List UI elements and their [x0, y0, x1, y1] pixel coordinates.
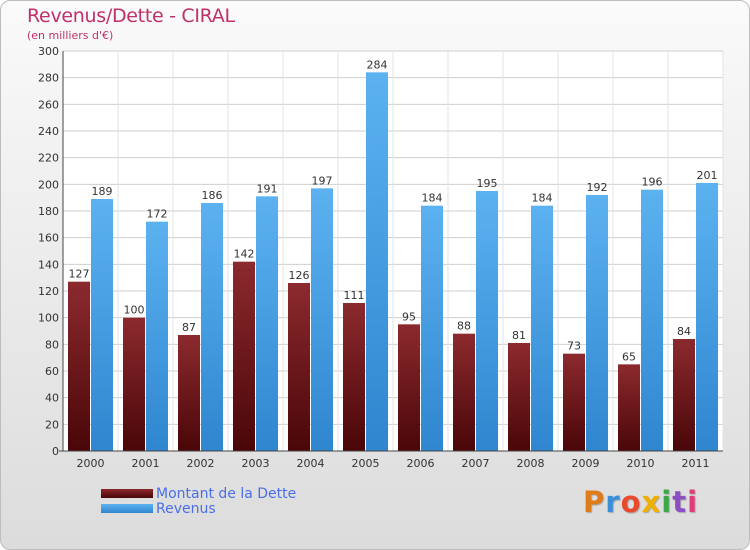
- bar-revenus: [311, 188, 333, 452]
- legend-label-revenus: Revenus: [156, 501, 216, 517]
- data-label-revenus: 172: [147, 208, 168, 221]
- bar-revenus: [641, 189, 663, 451]
- data-label-revenus: 191: [257, 182, 278, 195]
- logo-letter: i: [687, 485, 699, 519]
- x-tick-label: 2006: [407, 457, 435, 470]
- data-label-dette: 142: [234, 248, 255, 261]
- x-tick-label: 2011: [682, 457, 710, 470]
- bar-revenus: [476, 191, 498, 451]
- y-tick-label: 40: [45, 392, 59, 405]
- logo-letter: t: [672, 485, 688, 519]
- x-tick-label: 2009: [572, 457, 600, 470]
- tick-labels: 0 20 40 60 80 100 120 140 160 180 200 220 240 260 280 3…: [38, 45, 710, 470]
- logo-letter: o: [620, 485, 642, 519]
- data-label-dette: 88: [457, 320, 471, 333]
- data-label-dette: 126: [289, 269, 310, 282]
- bar-dette: [343, 303, 365, 451]
- logo-letter: r: [605, 485, 621, 519]
- data-label-dette: 81: [512, 329, 526, 342]
- logo-letter: i: [661, 485, 673, 519]
- logo-letter: P: [583, 485, 606, 519]
- x-tick-label: 2005: [352, 457, 380, 470]
- bar-dette: [673, 339, 695, 451]
- legend-swatch-revenus: [101, 504, 153, 513]
- y-tick-label: 160: [38, 232, 59, 245]
- legend-label-dette: Montant de la Dette: [156, 486, 297, 502]
- bar-dette: [288, 283, 310, 451]
- x-tick-label: 2003: [242, 457, 270, 470]
- data-label-dette: 87: [182, 321, 196, 334]
- y-tick-label: 240: [38, 125, 59, 138]
- data-label-dette: 127: [69, 268, 90, 281]
- data-label-revenus: 196: [642, 176, 663, 189]
- chart-subtitle: (en milliers d'€): [27, 29, 114, 42]
- bars: [68, 72, 718, 452]
- data-label-dette: 95: [402, 310, 416, 323]
- y-tick-label: 260: [38, 98, 59, 111]
- data-label-dette: 65: [622, 350, 636, 363]
- data-label-revenus: 195: [477, 177, 498, 190]
- bar-dette: [398, 324, 420, 451]
- legend-swatch-dette: [101, 489, 153, 498]
- bar-revenus: [366, 72, 388, 451]
- data-label-dette: 84: [677, 325, 691, 338]
- data-label-revenus: 189: [92, 185, 113, 198]
- axes: [59, 51, 723, 452]
- proxiti-logo: Proxiti: [583, 485, 698, 519]
- y-tick-label: 180: [38, 205, 59, 218]
- y-tick-label: 20: [45, 418, 59, 431]
- bar-dette: [453, 333, 475, 451]
- bar-revenus: [201, 203, 223, 451]
- y-tick-label: 280: [38, 72, 59, 85]
- bar-revenus: [531, 205, 553, 451]
- x-tick-label: 2004: [297, 457, 325, 470]
- y-tick-label: 80: [45, 338, 59, 351]
- data-label-revenus: 284: [367, 58, 388, 71]
- y-tick-label: 60: [45, 365, 59, 378]
- data-label-revenus: 192: [587, 181, 608, 194]
- bar-dette: [123, 317, 145, 451]
- bar-revenus: [146, 221, 168, 451]
- data-label-revenus: 201: [697, 169, 718, 182]
- bar-revenus: [586, 195, 608, 451]
- y-tick-label: 0: [52, 445, 59, 458]
- bar-dette: [618, 364, 640, 451]
- y-tick-label: 220: [38, 152, 59, 165]
- data-label-revenus: 197: [312, 174, 333, 187]
- data-label-dette: 73: [567, 340, 581, 353]
- x-tick-label: 2002: [187, 457, 215, 470]
- bar-dette: [563, 353, 585, 451]
- bar-dette: [233, 261, 255, 451]
- x-tick-label: 2001: [132, 457, 160, 470]
- x-tick-label: 2007: [462, 457, 490, 470]
- bar-revenus: [696, 183, 718, 451]
- x-tick-label: 2010: [627, 457, 655, 470]
- x-tick-label: 2000: [77, 457, 105, 470]
- bar-revenus: [91, 199, 113, 451]
- x-tick-label: 2008: [517, 457, 545, 470]
- y-tick-label: 200: [38, 178, 59, 191]
- bar-dette: [508, 343, 530, 451]
- bar-dette: [178, 335, 200, 451]
- y-tick-label: 120: [38, 285, 59, 298]
- data-label-dette: 100: [124, 304, 145, 317]
- bar-dette: [68, 281, 90, 451]
- data-label-revenus: 184: [422, 192, 443, 205]
- data-labels: 127 189 100 172 87 186 142 191 126 197 111 284 95 184…: [69, 58, 718, 363]
- bar-revenus: [256, 196, 278, 451]
- logo-letter: x: [641, 485, 662, 519]
- data-label-revenus: 186: [202, 189, 223, 202]
- data-label-dette: 111: [344, 289, 365, 302]
- y-tick-label: 100: [38, 312, 59, 325]
- data-label-revenus: 184: [532, 192, 553, 205]
- chart-title: Revenus/Dette - CIRAL: [27, 5, 235, 27]
- bar-revenus: [421, 205, 443, 451]
- y-tick-label: 300: [38, 45, 59, 58]
- y-tick-label: 140: [38, 258, 59, 271]
